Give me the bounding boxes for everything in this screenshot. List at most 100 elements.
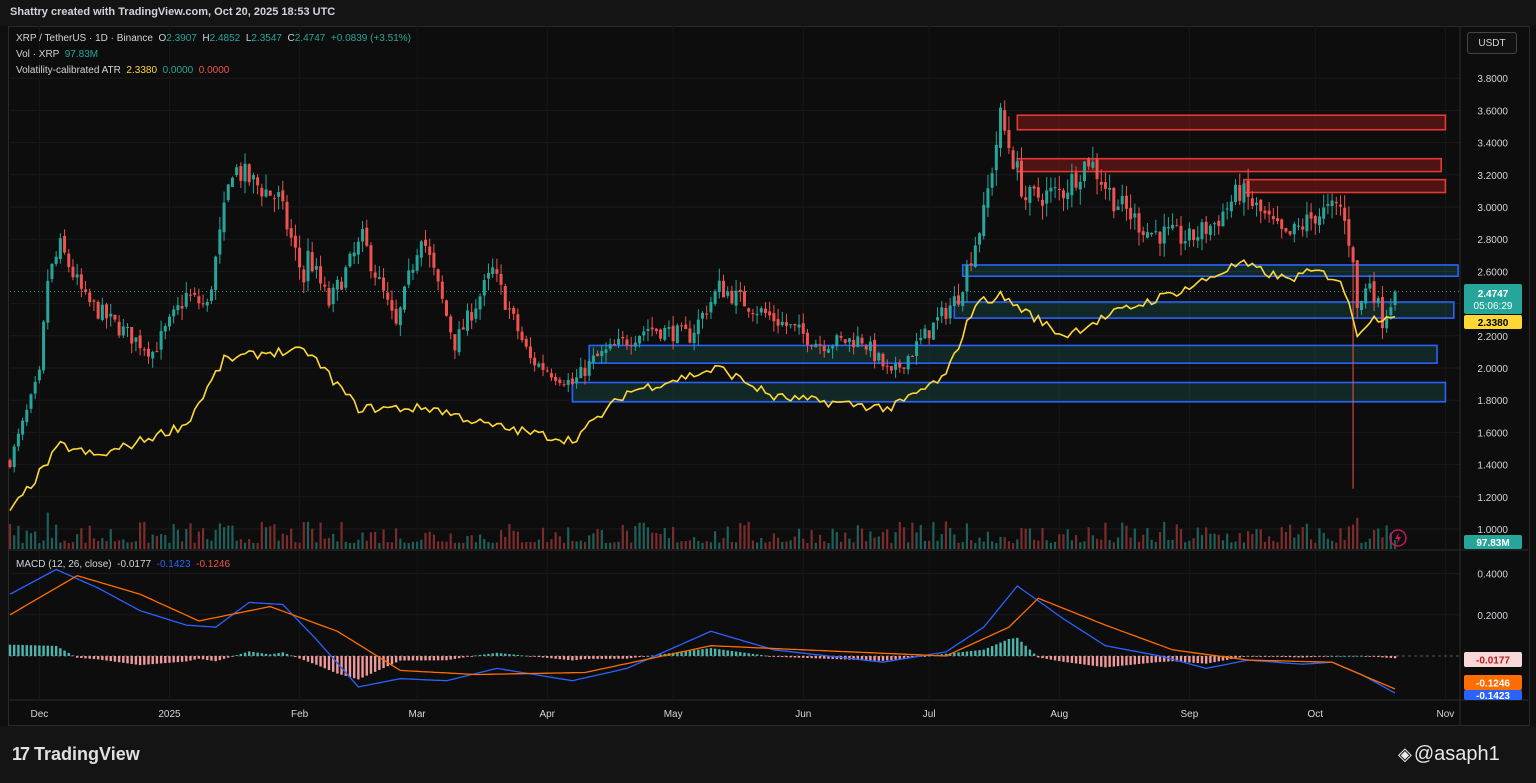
macd-histogram-bar — [692, 650, 696, 656]
macd-histogram-bar — [525, 655, 528, 657]
volume-bar — [323, 538, 326, 549]
candle-body — [503, 286, 507, 310]
candle-body — [579, 367, 583, 379]
candle-body — [1234, 184, 1238, 203]
candle-body — [1338, 204, 1342, 207]
volume-bar — [533, 542, 536, 549]
volume-bar — [470, 535, 473, 549]
volume-bar — [273, 524, 276, 549]
macd-histogram-bar — [399, 656, 402, 661]
candle-body — [1372, 281, 1376, 303]
volume-bar — [1028, 528, 1031, 549]
diamond-icon: ◈ — [1398, 744, 1412, 764]
macd-histogram-bar — [558, 656, 562, 660]
volume-legend[interactable]: Vol · XRP 97.83M — [16, 49, 98, 60]
candle-body — [549, 373, 553, 378]
macd-histogram-bar — [608, 656, 612, 659]
macd-histogram-bar — [1007, 639, 1011, 656]
candle-body — [587, 361, 591, 376]
macd-histogram-bar — [1041, 656, 1044, 659]
macd-histogram-bar — [1360, 655, 1363, 657]
volume-bar — [760, 537, 763, 549]
macd-histogram-bar — [906, 656, 910, 659]
volume-bar — [285, 535, 289, 549]
candle-body — [1003, 110, 1007, 131]
candle-body — [415, 255, 419, 271]
macd-histogram-bar — [751, 653, 755, 656]
candle-body — [797, 324, 801, 328]
candle-body — [205, 302, 209, 306]
atr-legend[interactable]: Volatility-calibrated ATR 2.3380 0.0000 … — [16, 65, 229, 76]
candle-body — [528, 346, 532, 359]
volume-bar — [344, 541, 347, 549]
macd-histogram-bar — [373, 656, 377, 672]
macd-histogram-bar — [411, 656, 415, 661]
currency-button[interactable]: USDT — [1467, 32, 1517, 54]
tradingview-logo[interactable]: 17 TradingView — [12, 744, 140, 765]
candle-body — [1322, 207, 1326, 219]
volume-bar — [390, 542, 394, 549]
macd-histogram-bar — [596, 656, 599, 659]
macd-histogram-bar — [1037, 656, 1040, 658]
volume-bar — [709, 542, 713, 549]
volume-bar — [1091, 535, 1094, 549]
candle-body — [1032, 186, 1036, 189]
macd-histogram-bar — [957, 652, 960, 656]
atr-badge — [1464, 315, 1522, 329]
macd-histogram-bar — [474, 655, 478, 657]
macd-histogram-bar — [923, 656, 927, 657]
candle-body — [654, 328, 658, 332]
candle-body — [852, 339, 856, 348]
macd-histogram-bar — [1091, 656, 1095, 666]
candle-body — [365, 227, 369, 246]
volume-bar — [243, 542, 247, 549]
candle-body — [688, 328, 692, 343]
volume-bar — [1003, 537, 1006, 549]
candle-body — [659, 329, 663, 339]
macd-histogram-bar — [80, 656, 83, 659]
volume-bar — [17, 525, 20, 549]
volume-bar — [852, 542, 855, 549]
candle-body — [881, 353, 885, 367]
close-value: 2.4747 — [294, 33, 326, 44]
macd-histogram-bar — [248, 651, 251, 656]
macd-histogram-bar — [483, 654, 486, 656]
atr-value-2: 0.0000 — [162, 65, 194, 76]
symbol-legend[interactable]: XRP / TetherUS · 1D · Binance O2.3907 H2… — [16, 33, 411, 44]
candle-body — [432, 252, 436, 268]
macd-histogram-bar — [1083, 656, 1086, 665]
volume-bar — [1112, 542, 1115, 549]
macd-legend[interactable]: MACD (12, 26, close) -0.0177 -0.1423 -0.… — [16, 559, 230, 570]
candle-body — [407, 270, 411, 285]
volume-bar — [499, 530, 503, 549]
candle-body — [1187, 228, 1191, 241]
macd-histogram-bar — [739, 652, 742, 656]
volume-bar — [1368, 538, 1371, 549]
price-badge-value: 2.4747 — [1478, 289, 1509, 300]
volume-bar — [890, 542, 893, 549]
macd-histogram-bar — [1204, 656, 1208, 664]
candle-body — [495, 269, 499, 274]
candle-body — [877, 352, 881, 361]
candle-body — [499, 273, 503, 285]
candle-body — [1120, 195, 1124, 205]
candle-body — [805, 332, 809, 345]
candle-body — [50, 263, 54, 280]
volume-bar — [395, 528, 398, 549]
macd-histogram-bar — [134, 656, 138, 665]
candle-body — [1103, 182, 1107, 189]
volume-bar — [1024, 528, 1027, 549]
volume-bar — [982, 541, 985, 549]
volume-bar — [1100, 539, 1103, 549]
macd-histogram-bar — [676, 652, 679, 656]
macd-histogram-bar — [1196, 656, 1199, 664]
macd-histogram-bar — [1351, 655, 1355, 657]
volume-bar — [491, 542, 494, 549]
macd-histogram-bar — [898, 656, 901, 659]
volume-bar — [1104, 522, 1107, 549]
price-tick-label: 2.0000 — [1477, 364, 1508, 375]
candle-body — [335, 279, 339, 290]
open-label: O — [158, 33, 167, 44]
candle-body — [21, 420, 25, 435]
